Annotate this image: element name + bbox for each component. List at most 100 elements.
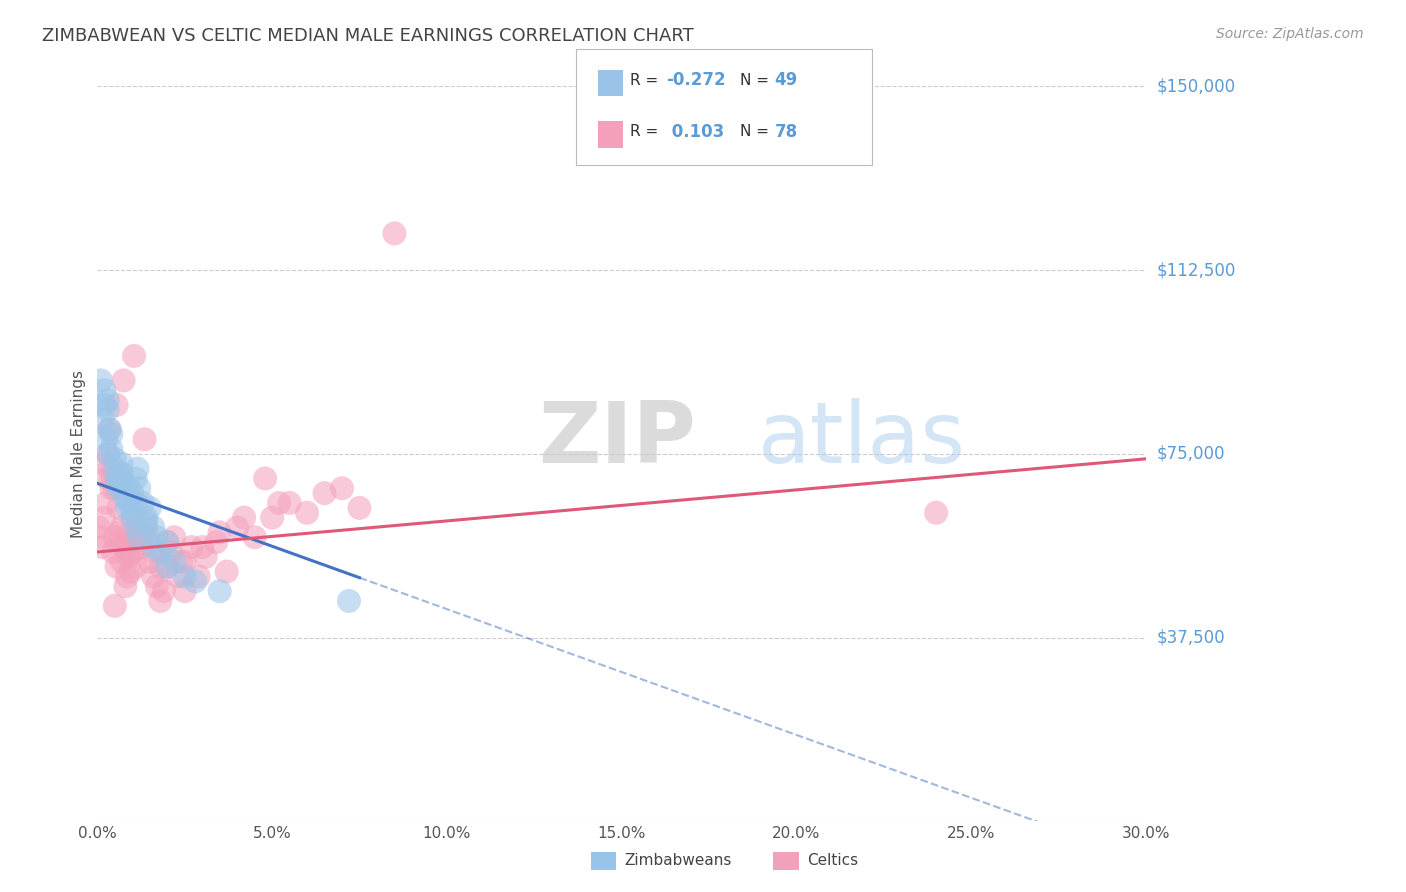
Point — [120, 565, 142, 579]
Point — [184, 574, 207, 589]
Point — [90, 374, 112, 388]
Point — [121, 510, 143, 524]
Point — [125, 471, 148, 485]
Point — [111, 457, 134, 471]
Point — [100, 481, 122, 495]
Point — [91, 540, 114, 554]
Point — [105, 471, 128, 485]
Point — [139, 500, 162, 515]
Text: -0.272: -0.272 — [666, 71, 725, 89]
Point — [194, 549, 217, 564]
Point — [93, 457, 115, 471]
Text: R =: R = — [630, 124, 664, 139]
Point — [127, 461, 149, 475]
Text: $37,500: $37,500 — [1157, 629, 1226, 647]
Point — [104, 530, 127, 544]
Point — [118, 481, 141, 495]
Point — [159, 545, 181, 559]
Point — [97, 402, 120, 417]
Point — [104, 599, 127, 613]
Point — [208, 525, 231, 540]
Point — [104, 451, 127, 466]
Point — [156, 559, 179, 574]
Point — [142, 545, 165, 559]
Point — [93, 398, 115, 412]
Point — [107, 476, 129, 491]
Point — [173, 555, 195, 569]
Point — [149, 594, 172, 608]
Point — [97, 447, 120, 461]
Point — [254, 471, 277, 485]
Point — [314, 486, 336, 500]
Text: ZIP: ZIP — [537, 398, 696, 481]
Point — [120, 496, 142, 510]
Point — [125, 496, 148, 510]
Point — [132, 496, 155, 510]
Point — [208, 584, 231, 599]
Point — [149, 545, 172, 559]
Point — [105, 398, 128, 412]
Point — [149, 559, 172, 574]
Point — [98, 461, 121, 475]
Point — [91, 412, 114, 426]
Point — [98, 422, 121, 436]
Text: Source: ZipAtlas.com: Source: ZipAtlas.com — [1216, 27, 1364, 41]
Point — [134, 432, 156, 446]
Point — [145, 579, 167, 593]
Point — [111, 467, 134, 481]
Point — [121, 510, 143, 524]
Text: R =: R = — [630, 73, 664, 87]
Text: Celtics: Celtics — [807, 854, 858, 868]
Point — [93, 510, 115, 524]
Text: $150,000: $150,000 — [1157, 78, 1236, 95]
Point — [107, 535, 129, 549]
Point — [104, 461, 127, 475]
Point — [243, 530, 266, 544]
Point — [108, 467, 131, 481]
Point — [112, 540, 135, 554]
Point — [122, 506, 145, 520]
Text: $112,500: $112,500 — [1157, 261, 1236, 279]
Point — [191, 540, 214, 554]
Point — [173, 569, 195, 583]
Point — [101, 545, 124, 559]
Text: 0.103: 0.103 — [666, 123, 724, 141]
Point — [156, 559, 179, 574]
Point — [94, 496, 117, 510]
Point — [226, 520, 249, 534]
Point — [135, 516, 157, 530]
Point — [114, 530, 136, 544]
Point — [925, 506, 948, 520]
Point — [128, 481, 150, 495]
Point — [90, 530, 112, 544]
Point — [107, 500, 129, 515]
Point — [135, 510, 157, 524]
Point — [349, 500, 371, 515]
Text: ZIMBABWEAN VS CELTIC MEDIAN MALE EARNINGS CORRELATION CHART: ZIMBABWEAN VS CELTIC MEDIAN MALE EARNING… — [42, 27, 695, 45]
Text: N =: N = — [740, 73, 773, 87]
Point — [93, 383, 115, 397]
Point — [94, 432, 117, 446]
Point — [205, 535, 228, 549]
Point — [330, 481, 353, 495]
Point — [187, 569, 209, 583]
Point — [100, 427, 122, 442]
Point — [278, 496, 301, 510]
Text: atlas: atlas — [758, 398, 966, 481]
Point — [107, 481, 129, 495]
Point — [125, 559, 148, 574]
Point — [170, 555, 193, 569]
Point — [166, 569, 188, 583]
Point — [121, 545, 143, 559]
Point — [114, 579, 136, 593]
Point — [152, 584, 174, 599]
Point — [114, 491, 136, 505]
Point — [122, 349, 145, 363]
Point — [135, 530, 157, 544]
Point — [163, 555, 186, 569]
Text: Zimbabweans: Zimbabweans — [624, 854, 731, 868]
Text: $75,000: $75,000 — [1157, 445, 1226, 463]
Point — [121, 486, 143, 500]
Point — [269, 496, 291, 510]
Point — [97, 447, 120, 461]
